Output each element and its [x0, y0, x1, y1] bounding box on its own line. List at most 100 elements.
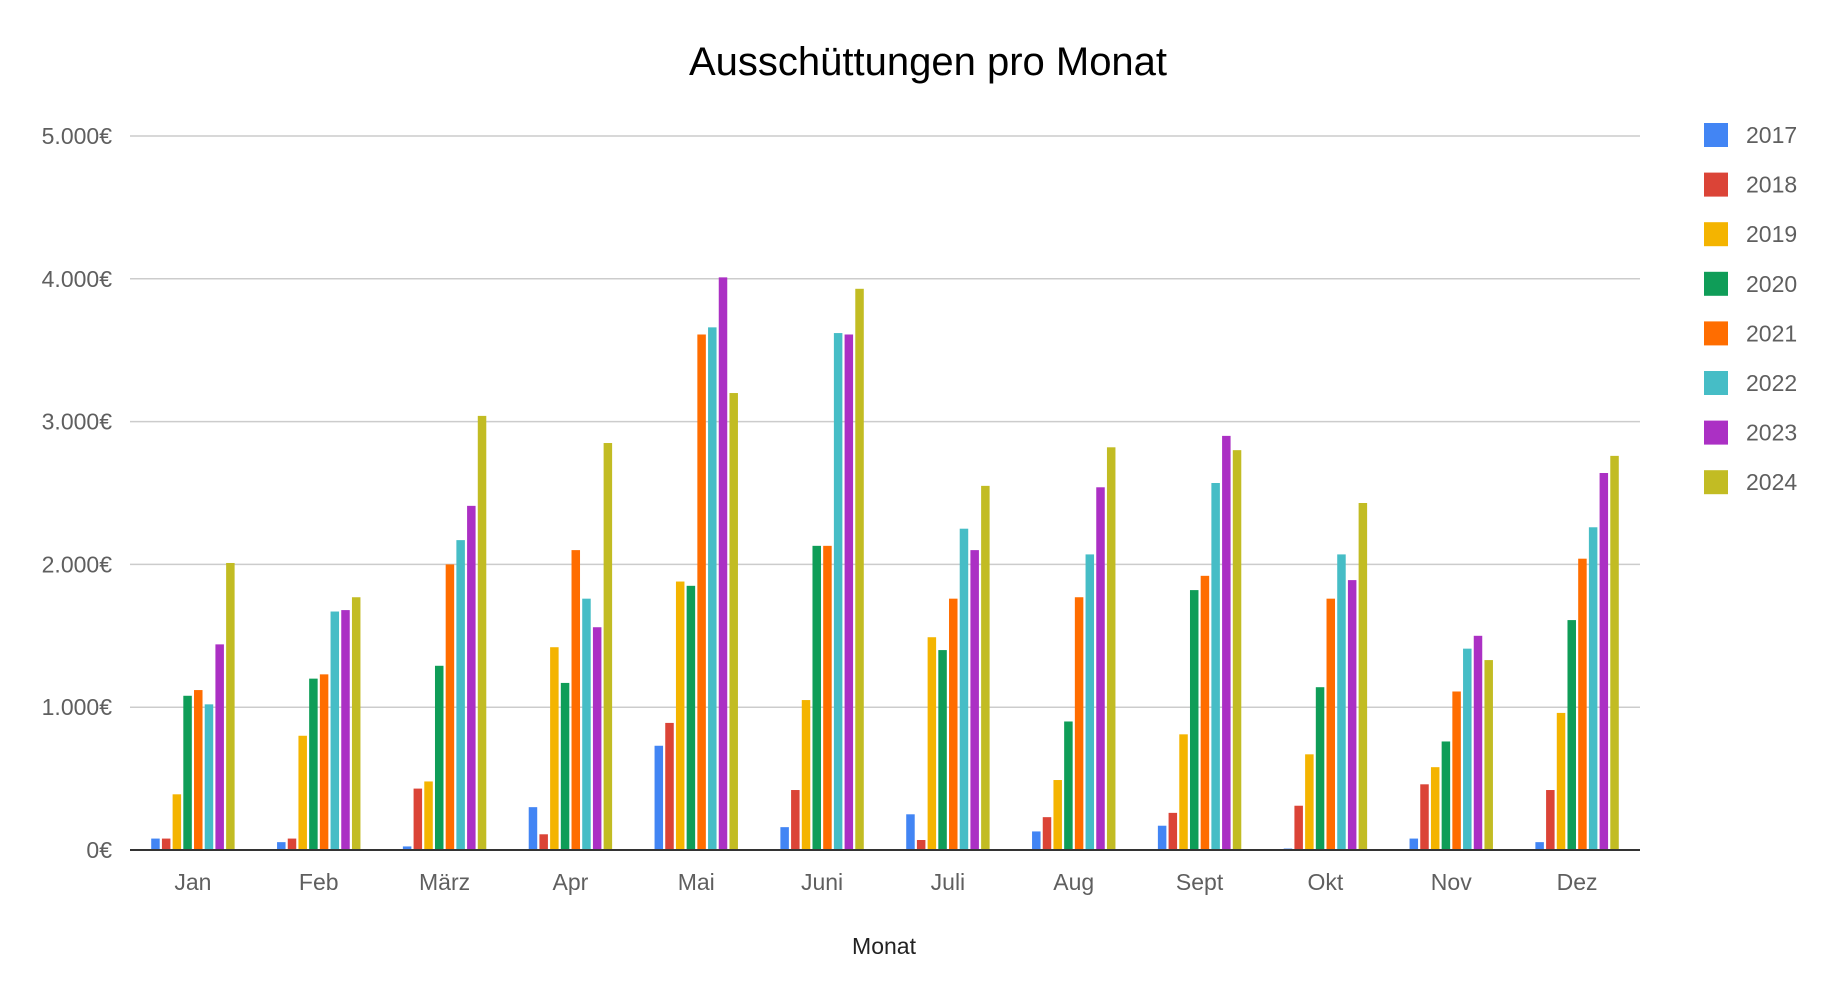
bar — [697, 334, 706, 850]
bar — [1441, 741, 1451, 850]
bar — [424, 781, 433, 850]
bar — [1599, 473, 1609, 850]
bar — [1305, 754, 1314, 850]
bar — [287, 838, 297, 850]
bar — [718, 277, 728, 850]
bar — [1546, 790, 1555, 850]
legend-label: 2020 — [1746, 271, 1797, 297]
bar — [1484, 660, 1493, 850]
bar — [277, 842, 286, 850]
bar — [1452, 691, 1461, 850]
x-tick-label: Nov — [1431, 869, 1472, 895]
bar — [1358, 502, 1368, 850]
gridlines — [130, 135, 1640, 708]
y-axis-tick-labels: 0€ 1.000€ 2.000€ 3.000€ 4.000€ 5.000€ — [42, 123, 113, 863]
bar — [1096, 487, 1105, 850]
legend-swatch — [1704, 271, 1728, 296]
bar — [226, 562, 235, 850]
x-tick-label: Mai — [678, 869, 715, 895]
chart-title: Ausschüttungen pro Monat — [689, 40, 1167, 84]
bar — [215, 644, 224, 850]
legend-label: 2023 — [1746, 420, 1797, 446]
bars — [151, 277, 1619, 851]
bar — [528, 807, 538, 850]
legend-label: 2017 — [1746, 122, 1797, 148]
bar — [183, 695, 192, 850]
bar — [560, 682, 570, 850]
bar — [780, 827, 789, 850]
bar — [298, 735, 307, 850]
bar — [1157, 825, 1167, 850]
bar — [1588, 527, 1598, 850]
x-tick-label: März — [419, 869, 470, 895]
bar — [1463, 648, 1472, 850]
bar — [812, 545, 821, 850]
y-tick-label: 2.000€ — [42, 551, 113, 577]
bar — [1556, 712, 1566, 850]
bar — [1347, 580, 1357, 850]
legend-label: 2024 — [1746, 469, 1797, 495]
bar — [413, 788, 423, 850]
bar — [823, 545, 832, 850]
bar — [1106, 447, 1116, 850]
bar — [477, 415, 487, 850]
bar — [981, 485, 990, 850]
bar — [1064, 721, 1073, 850]
bar — [434, 665, 444, 850]
bar — [1085, 554, 1095, 850]
bar — [1315, 687, 1325, 850]
bar — [1222, 435, 1231, 850]
legend-label: 2021 — [1746, 320, 1797, 346]
bar — [1042, 817, 1052, 850]
bar — [1232, 450, 1242, 850]
bar — [341, 610, 350, 850]
bar — [1409, 838, 1419, 850]
bar — [1473, 635, 1483, 850]
y-tick-label: 4.000€ — [42, 266, 113, 292]
bar — [949, 598, 958, 850]
x-tick-label: Juli — [931, 869, 966, 895]
bar — [1326, 598, 1336, 850]
bar — [151, 838, 160, 850]
x-tick-label: Juni — [801, 869, 843, 895]
bar — [539, 834, 548, 850]
bar — [194, 690, 203, 850]
bar — [319, 674, 329, 850]
bar — [959, 528, 969, 850]
bar — [1567, 620, 1576, 850]
x-tick-label: Apr — [553, 869, 589, 895]
x-axis-title: Monat — [852, 933, 917, 959]
bar — [729, 393, 738, 850]
bar — [467, 505, 476, 850]
bar — [791, 790, 800, 850]
legend-label: 2019 — [1746, 221, 1797, 247]
bar — [309, 678, 318, 850]
bar — [855, 288, 864, 850]
bar — [1200, 575, 1210, 850]
bar — [1032, 831, 1041, 850]
bar — [970, 550, 979, 850]
bar — [571, 550, 581, 850]
bar — [1053, 780, 1062, 850]
bar — [686, 585, 696, 850]
bar — [456, 540, 465, 850]
bar — [1211, 483, 1220, 850]
bar — [1294, 805, 1303, 850]
bar — [844, 334, 854, 850]
x-axis-tick-labels: Jan Feb März Apr Mai Juni Juli Aug Sept Okt Nov Dez — [174, 869, 1597, 895]
bar — [330, 611, 340, 850]
x-tick-label: Feb — [299, 869, 339, 895]
bar — [833, 333, 843, 851]
bar — [654, 745, 664, 850]
bar — [402, 846, 412, 850]
bar — [1535, 842, 1544, 850]
bar — [927, 637, 937, 850]
bar — [801, 700, 811, 850]
bar — [1189, 590, 1199, 850]
bar — [161, 838, 171, 850]
y-tick-label: 3.000€ — [42, 409, 113, 435]
bar — [906, 814, 915, 850]
legend-label: 2022 — [1746, 370, 1797, 396]
x-tick-label: Okt — [1308, 869, 1344, 895]
